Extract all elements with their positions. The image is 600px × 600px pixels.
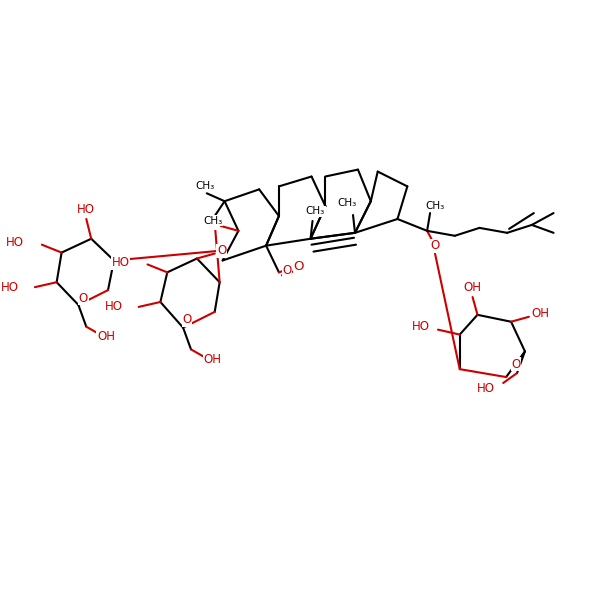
Text: CH₃: CH₃ xyxy=(195,181,214,191)
Text: CH₃: CH₃ xyxy=(337,198,357,208)
Text: O: O xyxy=(293,260,304,273)
Text: CH₃: CH₃ xyxy=(425,201,445,211)
Text: O: O xyxy=(204,214,214,227)
Text: O: O xyxy=(430,239,440,252)
Text: HO: HO xyxy=(6,236,24,249)
Text: HO: HO xyxy=(77,203,95,215)
Text: HO: HO xyxy=(412,320,430,333)
Text: O: O xyxy=(182,313,191,326)
Text: O: O xyxy=(282,264,292,277)
Text: O: O xyxy=(79,292,88,305)
Text: OH: OH xyxy=(532,307,550,320)
Text: OH: OH xyxy=(97,330,115,343)
Text: O: O xyxy=(210,217,220,229)
Text: CH₃: CH₃ xyxy=(203,216,223,226)
Text: CH₃: CH₃ xyxy=(306,206,325,216)
Text: OH: OH xyxy=(204,353,222,366)
Text: O: O xyxy=(511,358,521,371)
Text: HO: HO xyxy=(1,281,19,293)
Text: HO: HO xyxy=(105,301,123,313)
Text: HO: HO xyxy=(112,256,130,269)
Text: O: O xyxy=(217,244,226,257)
Text: OH: OH xyxy=(464,281,482,293)
Text: HO: HO xyxy=(477,382,495,395)
Text: O: O xyxy=(430,239,440,252)
